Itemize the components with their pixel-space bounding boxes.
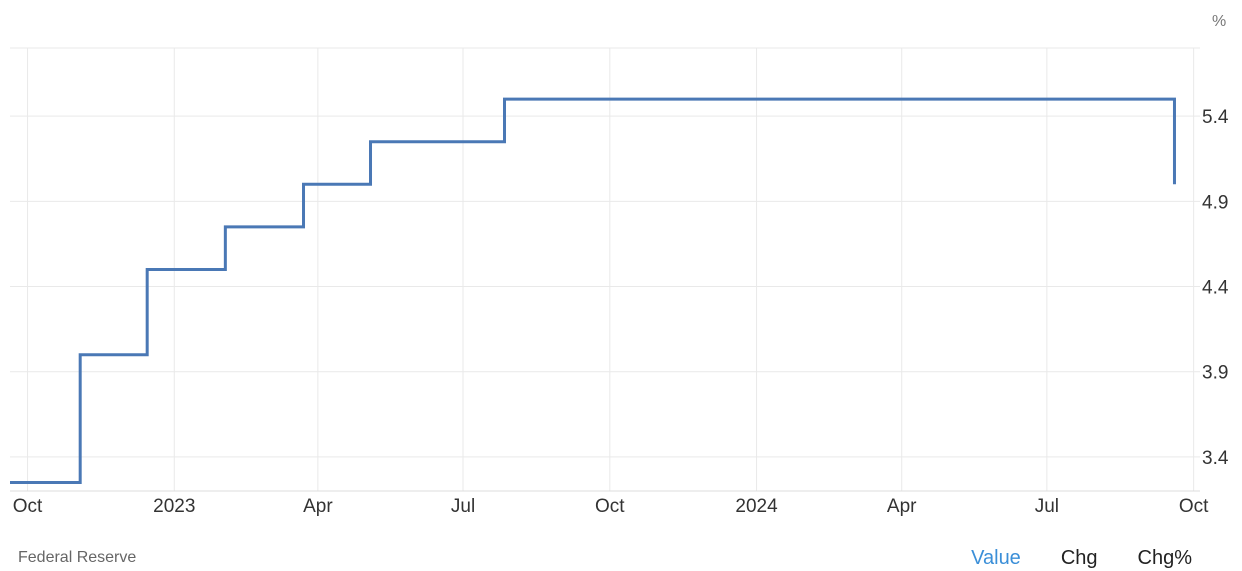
x-tick-label: Jul bbox=[1035, 496, 1059, 517]
grid bbox=[10, 47, 1200, 491]
x-tick-label: 2024 bbox=[735, 496, 778, 517]
y-tick-label: 3.9 bbox=[1202, 363, 1228, 384]
series-line[interactable] bbox=[10, 97, 1176, 484]
x-tick-label: Apr bbox=[887, 496, 917, 517]
x-tick-label: Oct bbox=[1179, 496, 1209, 517]
view-tabs: Value Chg Chg% bbox=[971, 547, 1192, 570]
y-tick-label: 4.4 bbox=[1202, 278, 1229, 299]
x-tick-label: Oct bbox=[13, 496, 43, 517]
y-tick-label: 3.4 bbox=[1202, 448, 1229, 469]
tab-value[interactable]: Value bbox=[971, 547, 1021, 569]
x-axis-labels: Oct 2023 Apr Jul Oct 2024 Apr Jul Oct bbox=[13, 496, 1209, 517]
x-tick-label: Apr bbox=[303, 496, 333, 517]
source-label: Federal Reserve bbox=[18, 549, 137, 566]
unit-label: % bbox=[1212, 13, 1226, 30]
x-tick-label: Jul bbox=[451, 496, 475, 517]
y-axis-labels: 3.4 3.9 4.4 4.9 5.4 bbox=[1202, 107, 1229, 469]
x-tick-label: 2023 bbox=[153, 496, 195, 517]
tab-chg[interactable]: Chg bbox=[1060, 547, 1098, 569]
y-tick-label: 5.4 bbox=[1202, 107, 1229, 128]
y-tick-label: 4.9 bbox=[1202, 192, 1228, 213]
x-tick-label: Oct bbox=[595, 496, 625, 517]
tab-chg-pct[interactable]: Chg% bbox=[1137, 547, 1192, 569]
